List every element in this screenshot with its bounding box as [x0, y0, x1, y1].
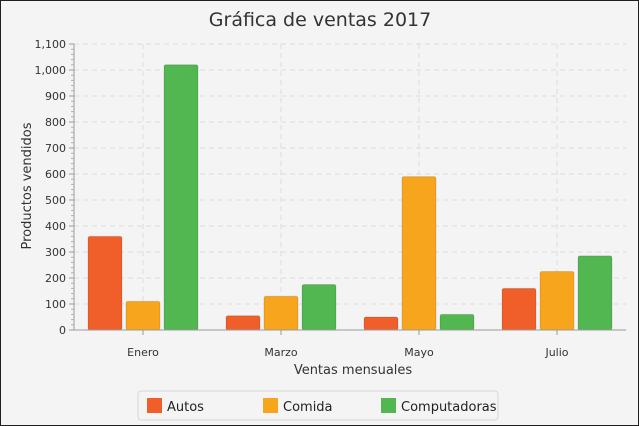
y-tick-label: 700 [45, 142, 66, 155]
bar [87, 235, 123, 331]
chart-title: Gráfica de ventas 2017 [209, 9, 431, 31]
bar [501, 287, 537, 331]
legend: Autos Comida Computadoras [137, 390, 499, 421]
x-tick-label: Julio [544, 346, 568, 359]
x-axis-ticks: Enero Marzo Mayo Julio [127, 330, 569, 359]
y-tick-label: 400 [45, 220, 66, 233]
y-tick-label: 800 [45, 116, 66, 129]
bar [577, 255, 613, 331]
bar [363, 316, 399, 331]
legend-swatch [381, 398, 396, 413]
bar [263, 295, 299, 331]
legend-label: Autos [167, 400, 204, 415]
legend-swatch [147, 398, 162, 413]
plot-area [73, 43, 626, 331]
y-axis-title: Productos vendidos [20, 122, 35, 249]
bar [225, 315, 261, 331]
y-tick-label: 900 [45, 90, 66, 103]
bar [163, 64, 199, 331]
legend-box [137, 390, 499, 421]
x-tick-label: Mayo [404, 346, 434, 359]
y-tick-label: 300 [45, 246, 66, 259]
y-tick-label: 500 [45, 194, 66, 207]
legend-swatch [263, 398, 278, 413]
legend-label: Computadoras [401, 400, 497, 415]
bar [539, 271, 575, 331]
y-tick-label: 1,000 [35, 64, 67, 77]
y-tick-label: 1,100 [35, 38, 67, 51]
x-tick-label: Marzo [264, 346, 298, 359]
x-axis-title: Ventas mensuales [294, 363, 413, 378]
bar [401, 176, 437, 331]
y-tick-label: 600 [45, 168, 66, 181]
x-tick-label: Enero [127, 346, 159, 359]
bar [125, 300, 161, 331]
y-tick-label: 0 [59, 324, 66, 337]
y-axis-ticks: 0 100 200 300 400 500 600 700 800 900 1,000 1,100 [35, 38, 74, 337]
y-tick-label: 100 [45, 298, 66, 311]
y-tick-label: 200 [45, 272, 66, 285]
legend-label: Comida [283, 400, 333, 415]
axes [73, 44, 626, 331]
bar [301, 284, 337, 331]
bars [87, 64, 613, 331]
bar [439, 313, 475, 331]
